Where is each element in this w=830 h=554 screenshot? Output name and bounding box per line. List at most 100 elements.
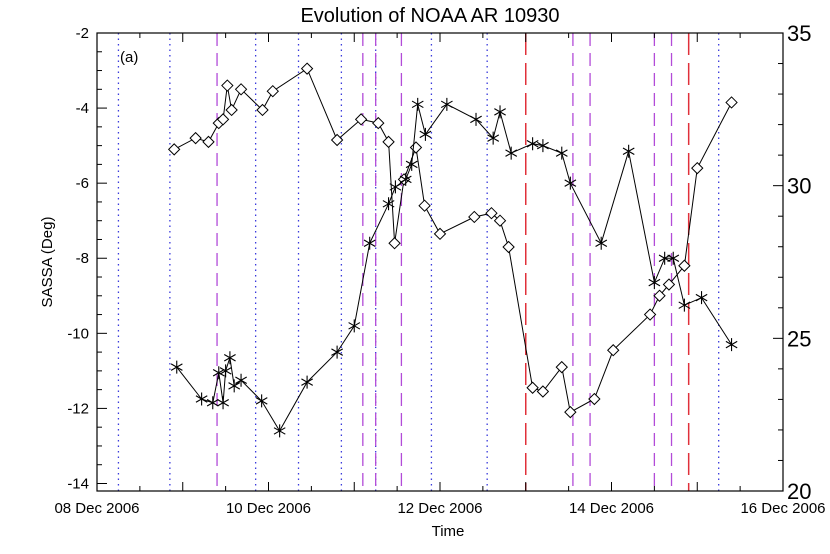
diamond-point <box>502 240 515 254</box>
series-asterisk <box>170 97 738 438</box>
asterisk-point <box>255 394 268 408</box>
diamond-point <box>493 214 507 227</box>
asterisk-point <box>223 351 236 365</box>
asterisk-point <box>667 251 680 265</box>
y-tick-label: -6 <box>76 175 89 192</box>
diamond-point <box>564 405 577 419</box>
axes: 08 Dec 2006 10 Dec 2006 12 Dec 2006 14 Dec … <box>54 21 825 517</box>
y-tick-label: -14 <box>67 475 89 492</box>
asterisk-point <box>195 392 208 406</box>
chart-title: Evolution of NOAA AR 10930 <box>300 5 559 27</box>
diamond-point <box>607 344 620 357</box>
asterisk-point <box>494 105 506 119</box>
asterisk-point <box>348 319 361 333</box>
asterisk-point <box>470 112 482 126</box>
asterisk-point <box>206 396 219 410</box>
panel-label: (a) <box>120 49 138 66</box>
diamond-point <box>662 278 676 291</box>
y-tick-label: -12 <box>67 400 89 417</box>
series-diamond <box>167 62 738 419</box>
asterisk-point <box>595 236 608 250</box>
diamond-point <box>485 206 498 220</box>
diamond-point <box>691 161 704 175</box>
series-line <box>176 103 733 432</box>
diamond-point <box>555 360 568 374</box>
diamond-point <box>725 96 738 109</box>
diamond-point <box>189 131 202 145</box>
diamond-point <box>167 143 181 156</box>
x-tick-label: 10 Dec 2006 <box>226 500 311 517</box>
diamond-point <box>588 392 601 406</box>
diamond-point <box>643 308 657 321</box>
asterisk-point <box>725 338 738 352</box>
y2-tick-label: 25 <box>787 326 811 351</box>
asterisk-point <box>331 345 344 359</box>
diamond-point <box>678 259 691 272</box>
asterisk-point <box>505 146 518 160</box>
diamond-point <box>266 84 279 98</box>
asterisk-point <box>487 131 500 145</box>
y2-tick-label: 20 <box>787 479 811 504</box>
asterisk-point <box>235 373 247 387</box>
diamond-point <box>354 113 368 126</box>
diamond-point <box>221 79 234 92</box>
asterisk-point <box>389 180 402 194</box>
asterisk-point <box>228 379 241 393</box>
x-tick-label: 08 Dec 2006 <box>54 500 139 517</box>
asterisk-point <box>382 197 395 211</box>
diamond-point <box>536 385 550 398</box>
asterisk-point <box>212 366 225 380</box>
y-axis-label: SASSA (Deg) <box>39 217 56 308</box>
asterisk-point <box>678 298 691 312</box>
diamond-point <box>234 83 248 96</box>
y2-tick-label: 30 <box>787 174 811 199</box>
asterisk-point <box>219 364 232 378</box>
y-tick-label: -10 <box>67 325 89 342</box>
series-layer <box>167 62 738 438</box>
asterisk-point <box>170 360 183 374</box>
diamond-point <box>202 135 215 149</box>
asterisk-point <box>695 291 708 305</box>
asterisk-point <box>405 157 418 171</box>
diamond-point <box>653 289 666 302</box>
x-tick-label: 14 Dec 2006 <box>569 500 654 517</box>
diamond-point <box>300 62 314 75</box>
diamond-point <box>225 103 238 117</box>
diamond-point <box>388 237 401 250</box>
plot-frame <box>96 32 784 492</box>
asterisk-point <box>363 236 376 250</box>
asterisk-point <box>301 375 314 389</box>
y-tick-label: -4 <box>76 100 89 117</box>
y-tick-label: -2 <box>76 25 89 42</box>
asterisk-point <box>419 127 432 141</box>
asterisk-point <box>648 276 661 290</box>
x-tick-label: 12 Dec 2006 <box>397 500 482 517</box>
asterisk-point <box>526 137 539 151</box>
asterisk-point <box>399 172 412 186</box>
diamond-point <box>433 227 447 241</box>
vertical-marker-lines <box>117 33 720 491</box>
diamond-point <box>256 103 269 117</box>
x-tick-label: 16 Dec 2006 <box>740 500 825 517</box>
asterisk-point <box>564 176 577 190</box>
diamond-point <box>372 116 385 130</box>
asterisk-point <box>273 424 286 438</box>
asterisk-point <box>555 146 568 160</box>
diamond-point <box>418 199 431 212</box>
y2-tick-label: 35 <box>787 21 811 46</box>
asterisk-point <box>536 139 549 153</box>
diamond-point <box>409 141 423 154</box>
y-tick-label: -8 <box>76 250 89 267</box>
diamond-point <box>216 113 230 126</box>
asterisk-point <box>440 97 453 111</box>
diamond-point <box>330 133 344 147</box>
asterisk-point <box>217 396 229 410</box>
x-axis-label: Time <box>432 523 465 540</box>
series-line <box>173 67 733 413</box>
diamond-point <box>382 135 395 149</box>
asterisk-point <box>411 97 424 111</box>
asterisk-point <box>622 144 635 158</box>
diamond-point <box>468 210 481 224</box>
diamond-point <box>526 381 539 394</box>
